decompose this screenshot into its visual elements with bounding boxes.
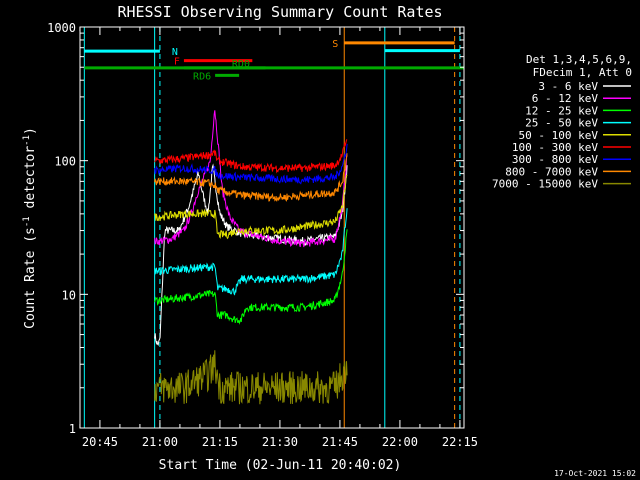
y-tick-label-3: 1000 (47, 21, 76, 35)
series-line-4 (154, 174, 348, 240)
x-tick-label-2: 21:15 (202, 435, 238, 449)
y-axis-label: Count Rate (s-1 detector-1) (22, 127, 38, 329)
y-tick-label-2: 100 (54, 155, 76, 169)
x-tick-label-4: 21:45 (322, 435, 358, 449)
y-tick-label-1: 10 (62, 288, 76, 302)
date-stamp: 17-Oct-2021 15:02 (554, 469, 636, 478)
series-line-0 (154, 163, 348, 346)
x-tick-label-6: 22:15 (442, 435, 478, 449)
series-line-7 (154, 153, 348, 202)
flag-label-5: S (332, 39, 338, 50)
y-tick-label-0: 1 (69, 422, 76, 436)
x-tick-label-1: 21:00 (142, 435, 178, 449)
legend-label-2: 12 - 25 keV (525, 104, 598, 117)
legend-label-6: 300 - 800 keV (512, 153, 598, 166)
series-line-6 (154, 143, 348, 185)
x-tick-label-5: 22:00 (382, 435, 418, 449)
x-axis-label: Start Time (02-Jun-11 20:40:02) (159, 458, 402, 473)
series-line-1 (154, 110, 348, 248)
x-tick-label-3: 21:30 (262, 435, 298, 449)
flag-label-0: N (172, 47, 178, 58)
plot-frame (79, 26, 465, 429)
legend-header-1: Det 1,3,4,5,6,9, (526, 53, 632, 66)
legend-label-7: 800 - 7000 keV (505, 165, 598, 178)
legend-label-4: 50 - 100 keV (519, 129, 599, 142)
flag-label-2: RD0 (232, 59, 250, 70)
x-tick-label-0: 20:45 (82, 435, 118, 449)
legend-label-3: 25 - 50 keV (525, 117, 598, 130)
chart-title: RHESSI Observing Summary Count Rates (117, 3, 442, 21)
flag-label-4: RD6 (193, 71, 211, 82)
legend-header-2: FDecim 1, Att 0 (533, 66, 632, 79)
series-line-8 (154, 350, 348, 405)
legend-label-0: 3 - 6 keV (538, 80, 598, 93)
legend-label-5: 100 - 300 keV (512, 141, 598, 154)
flag-label-1: F (174, 57, 180, 68)
legend-label-1: 6 - 12 keV (532, 92, 599, 105)
legend-label-8: 7000 - 15000 keV (492, 178, 598, 191)
series-line-2 (154, 229, 348, 325)
series-line-5 (154, 139, 348, 174)
series-line-3 (154, 208, 348, 296)
